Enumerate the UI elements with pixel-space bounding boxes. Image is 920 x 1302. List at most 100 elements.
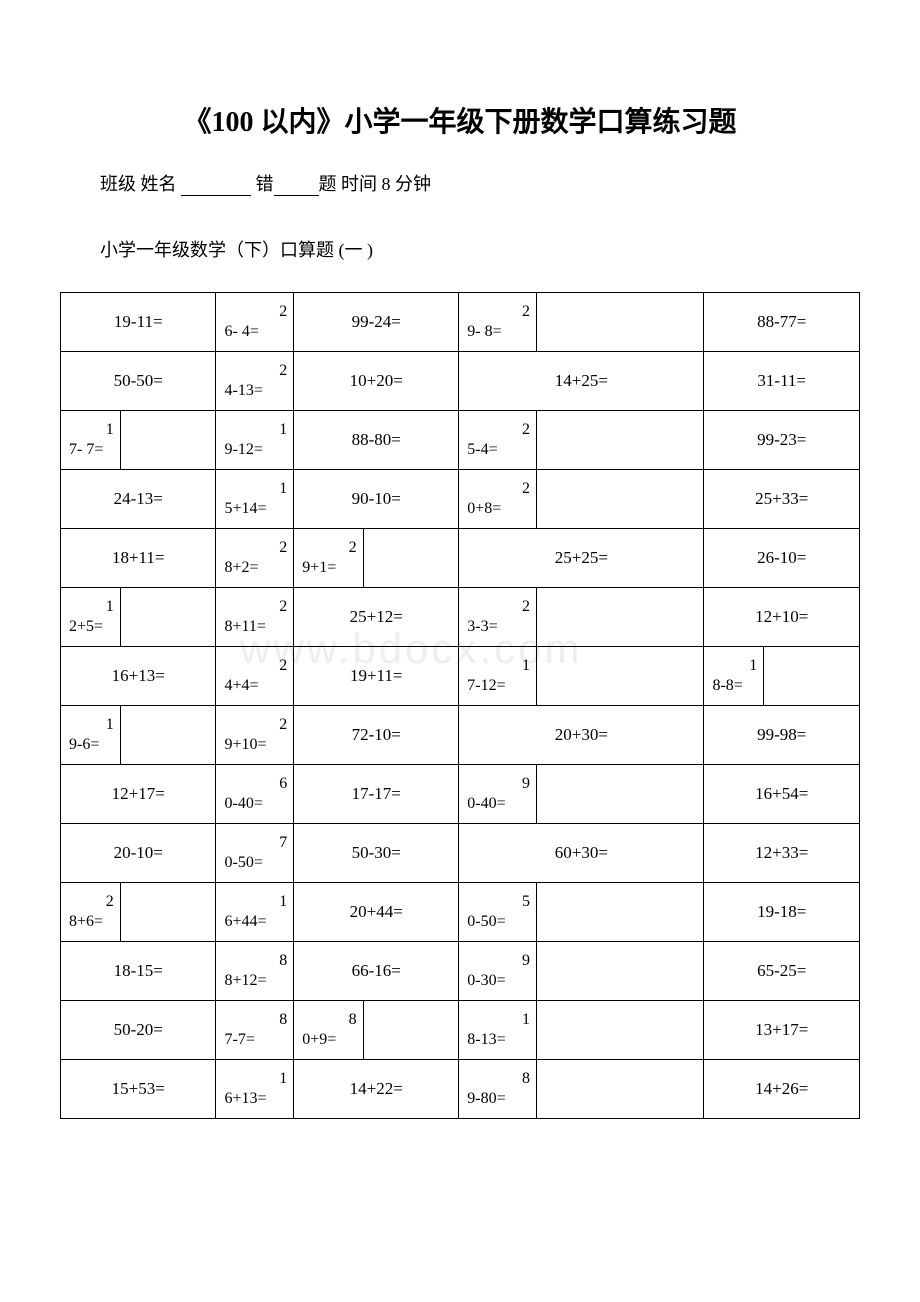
problem-cell: 20+44= (294, 883, 459, 942)
problem-cell: 16+13= (216, 1060, 294, 1119)
table-row: 19-6= 29+10=72-10=20+30=99-98= (61, 706, 860, 765)
name-label: 姓名 (141, 174, 177, 194)
time-label: 时间 8 分钟 (341, 174, 431, 194)
blank-cell (120, 883, 216, 942)
problem-cell: 28+11= (216, 588, 294, 647)
problem-cell: 20-10= (61, 824, 216, 883)
problem-cell: 24-13= (216, 352, 294, 411)
table-row: 28+6=16+44=20+44=50-50=19-18= (61, 883, 860, 942)
table-row: 19-11=26- 4=99-24=29- 8= 88-77= (61, 293, 860, 352)
problem-cell: 50-50= (459, 883, 537, 942)
problem-cell: 25+25= (459, 529, 704, 588)
blank-cell (764, 647, 860, 706)
problem-cell: 14+25= (459, 352, 704, 411)
problem-cell: 60-40= (216, 765, 294, 824)
problem-cell: 12+17= (61, 765, 216, 824)
table-row: 50-20=87-7=80+9=18-13=13+17= (61, 1001, 860, 1060)
class-label: 班级 (100, 174, 136, 194)
blank-cell (537, 411, 704, 470)
problem-cell: 20+8= (459, 470, 537, 529)
problem-cell: 50-30= (294, 824, 459, 883)
blank-cell (537, 588, 704, 647)
problem-cell: 29- 8= (459, 293, 537, 352)
problem-cell: 23-3= (459, 588, 537, 647)
wrong-prefix: 错 (256, 174, 274, 194)
blank-cell (537, 293, 704, 352)
problem-cell: 19-12= (216, 411, 294, 470)
table-row: 12+5= 28+11=25+12=23-3= 12+10= (61, 588, 860, 647)
problem-cell: 17-12= (459, 647, 537, 706)
problem-cell: 17- 7= (61, 411, 121, 470)
problem-cell: 66-16= (294, 942, 459, 1001)
problems-table: 19-11=26- 4=99-24=29- 8=88-77=50-50=24-1… (60, 292, 860, 1119)
problem-cell: 25-4= (459, 411, 537, 470)
problem-cell: 24-13= (61, 470, 216, 529)
problem-cell: 18-13= (459, 1001, 537, 1060)
table-row: 18-15=88+12=66-16=90-30=65-25= (61, 942, 860, 1001)
table-row: 50-50=24-13=10+20=14+25=31-11= (61, 352, 860, 411)
problem-cell: 50-20= (61, 1001, 216, 1060)
problem-cell: 19-6= (61, 706, 121, 765)
problem-cell: 25+33= (704, 470, 860, 529)
problem-cell: 19-18= (704, 883, 860, 942)
table-row: 24-13=15+14=90-10=20+8=25+33= (61, 470, 860, 529)
name-blank (181, 177, 251, 196)
problem-cell: 99-98= (704, 706, 860, 765)
blank-cell (537, 647, 704, 706)
problem-cell: 16+54= (704, 765, 860, 824)
problem-cell: 14+26= (704, 1060, 860, 1119)
table-row: 16+13=24+4=19+11=17-12= 18-8= (61, 647, 860, 706)
problem-cell: 12+10= (704, 588, 860, 647)
problem-cell: 19-11= (61, 293, 216, 352)
wrong-suffix: 题 (319, 174, 337, 194)
wrong-blank (274, 177, 319, 196)
problem-cell: 20+30= (459, 706, 704, 765)
page-title: 《100 以内》小学一年级下册数学口算练习题 (60, 100, 860, 140)
problem-cell: 26- 4= (216, 293, 294, 352)
subtitle: 小学一年级数学（下）口算题 (一 ) (100, 236, 860, 262)
problem-cell: 28+2= (216, 529, 294, 588)
problem-cell: 28+6= (61, 883, 121, 942)
problem-cell: 70-50= (216, 824, 294, 883)
blank-cell (120, 706, 216, 765)
blank-cell (363, 1001, 459, 1060)
problem-cell: 80+9= (294, 1001, 363, 1060)
problem-cell: 88+12= (216, 942, 294, 1001)
problem-cell: 29+10= (216, 706, 294, 765)
problem-cell: 65-25= (704, 942, 860, 1001)
problem-cell: 25+12= (294, 588, 459, 647)
problem-cell: 29+1= (294, 529, 363, 588)
problem-cell: 88-77= (704, 293, 860, 352)
problem-cell: 72-10= (294, 706, 459, 765)
problem-cell: 13+17= (704, 1001, 860, 1060)
problem-cell: 88-80= (294, 411, 459, 470)
blank-cell (537, 765, 704, 824)
problem-cell: 18-8= (704, 647, 764, 706)
problem-cell: 99-24= (294, 293, 459, 352)
header-line: 班级 姓名 错 题 时间 8 分钟 (100, 170, 860, 196)
problem-cell: 19+11= (294, 647, 459, 706)
problem-cell: 90-40= (459, 765, 537, 824)
problem-cell: 90-30= (459, 942, 537, 1001)
problem-cell: 60+30= (459, 824, 704, 883)
problem-cell: 24+4= (216, 647, 294, 706)
blank-cell (537, 470, 704, 529)
problem-cell: 10+20= (294, 352, 459, 411)
problem-cell: 31-11= (704, 352, 860, 411)
table-row: 20-10=70-50=50-30=60+30=12+33= (61, 824, 860, 883)
blank-cell (120, 588, 216, 647)
problem-cell: 14+22= (294, 1060, 459, 1119)
problem-cell: 99-23= (704, 411, 860, 470)
problem-cell: 50-50= (61, 352, 216, 411)
problem-cell: 16+13= (61, 647, 216, 706)
blank-cell (537, 1060, 704, 1119)
table-row: 17- 7= 19-12=88-80=25-4= 99-23= (61, 411, 860, 470)
problem-cell: 89-80= (459, 1060, 537, 1119)
blank-cell (363, 529, 459, 588)
blank-cell (120, 411, 216, 470)
problem-cell: 12+5= (61, 588, 121, 647)
table-row: 12+17=60-40=17-17=90-40=16+54= (61, 765, 860, 824)
table-row: 18+11=28+2=29+1= 25+25=26-10= (61, 529, 860, 588)
problem-cell: 26-10= (704, 529, 860, 588)
problem-cell: 18+11= (61, 529, 216, 588)
